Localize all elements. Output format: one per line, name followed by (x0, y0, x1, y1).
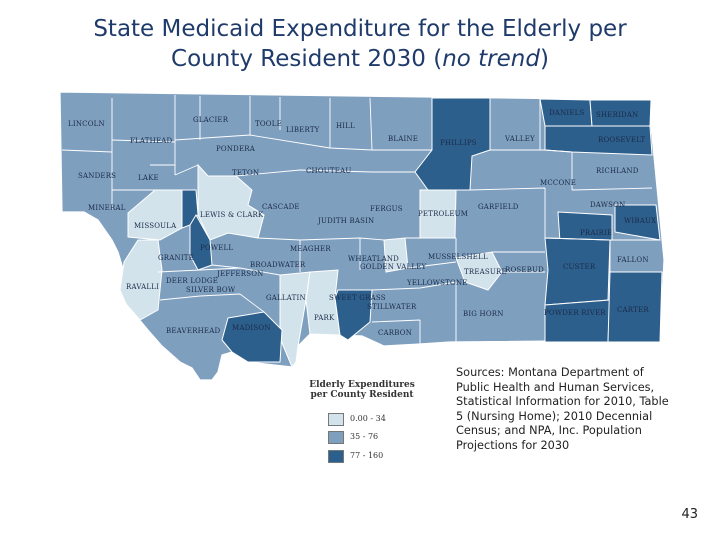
label-treasure: TREASURE (464, 268, 507, 276)
label-daniels: DANIELS (549, 109, 585, 117)
label-ravalli: RAVALLI (126, 283, 159, 291)
legend-title: Elderly Expenditures per County Resident (309, 380, 415, 400)
label-liberty: LIBERTY (286, 126, 320, 134)
label-meagher: MEAGHER (290, 245, 331, 253)
sources-note: Sources: Montana Department of Public He… (456, 366, 669, 452)
label-petroleum: PETROLEUM (418, 210, 468, 218)
legend-swatch-high (328, 450, 344, 463)
label-blaine: BLAINE (388, 135, 418, 143)
label-wheatland: WHEATLAND (348, 255, 399, 263)
label-prairie: PRAIRIE (580, 229, 612, 237)
label-sanders: SANDERS (78, 172, 116, 180)
county-ravalli (119, 239, 163, 321)
label-cascade: CASCADE (262, 203, 300, 211)
label-valley: VALLEY (504, 135, 535, 143)
slide-title: State Medicaid Expenditure for the Elder… (0, 14, 720, 74)
label-dawson: DAWSON (590, 201, 625, 209)
label-big-horn: BIG HORN (463, 310, 504, 318)
label-park: PARK (314, 314, 335, 322)
label-fergus: FERGUS (370, 205, 403, 213)
label-stillwater: STILLWATER (367, 303, 417, 311)
county-powder-river (544, 299, 611, 343)
title-line-2: County Resident 2030 (no trend) (171, 46, 549, 72)
label-rosebud: ROSEBUD (505, 266, 544, 274)
label-judith-basin: JUDITH BASIN (317, 217, 374, 225)
label-lewis-clark: LEWIS & CLARK (200, 211, 264, 219)
label-yellowstone: YELLOWSTONE (406, 279, 468, 287)
label-granite: GRANITE (158, 254, 194, 262)
title-line-1: State Medicaid Expenditure for the Elder… (93, 16, 627, 42)
label-gallatin: GALLATIN (266, 294, 306, 302)
label-sweet-grass: SWEET GRASS (329, 294, 386, 302)
label-chouteau: CHOUTEAU (306, 167, 351, 175)
label-sheridan: SHERIDAN (596, 111, 638, 119)
label-flathead: FLATHEAD (130, 137, 173, 145)
state-outline (59, 91, 665, 381)
legend-swatch-medium (328, 431, 344, 444)
label-powder-river: POWDER RIVER (544, 309, 606, 317)
label-fallon: FALLON (617, 256, 649, 264)
label-roosevelt: ROOSEVELT (598, 136, 645, 144)
label-carbon: CARBON (378, 329, 412, 337)
label-madison: MADISON (232, 324, 271, 332)
label-mineral: MINERAL (88, 204, 126, 212)
county-treasure (455, 251, 503, 291)
label-mccone: MCCONE (540, 179, 576, 187)
county-boundaries (61, 95, 660, 344)
label-lake: LAKE (138, 174, 159, 182)
label-phillips: PHILLIPS (440, 139, 477, 147)
label-carter: CARTER (617, 306, 649, 314)
label-missoula: MISSOULA (134, 222, 177, 230)
county-carter (607, 271, 663, 343)
label-beaverhead: BEAVERHEAD (166, 327, 220, 335)
label-powell: POWELL (200, 244, 233, 252)
label-pondera: PONDERA (216, 145, 256, 153)
label-golden-valley: GOLDEN VALLEY (360, 263, 426, 271)
county-lewis-and-clark (197, 163, 265, 241)
county-roosevelt (544, 125, 653, 156)
county-custer (544, 237, 611, 306)
label-silver-bow: SILVER BOW (186, 286, 236, 294)
label-custer: CUSTER (563, 263, 596, 271)
map-legend: Elderly Expenditures per County Resident… (300, 356, 440, 468)
legend-swatch-low (328, 413, 344, 426)
county-labels: LINCOLN GLACIER TOOLE LIBERTY HILL BLAIN… (68, 109, 656, 337)
label-hill: HILL (336, 122, 355, 130)
label-deer-lodge: DEER LODGE (166, 277, 218, 285)
label-teton: TETON (232, 169, 259, 177)
label-toole: TOOLE (255, 120, 282, 128)
label-jefferson: JEFFERSON (216, 270, 263, 278)
county-park (305, 269, 341, 336)
county-prairie (557, 211, 613, 243)
label-musselshell: MUSSELSHELL (428, 253, 488, 261)
county-madison (221, 311, 283, 363)
label-broadwater: BROADWATER (250, 261, 306, 269)
page-number: 43 (681, 507, 698, 522)
label-wibaux: WIBAUX (624, 217, 656, 225)
label-glacier: GLACIER (193, 116, 229, 124)
label-lincoln: LINCOLN (68, 120, 105, 128)
label-garfield: GARFIELD (478, 203, 519, 211)
label-richland: RICHLAND (596, 167, 639, 175)
